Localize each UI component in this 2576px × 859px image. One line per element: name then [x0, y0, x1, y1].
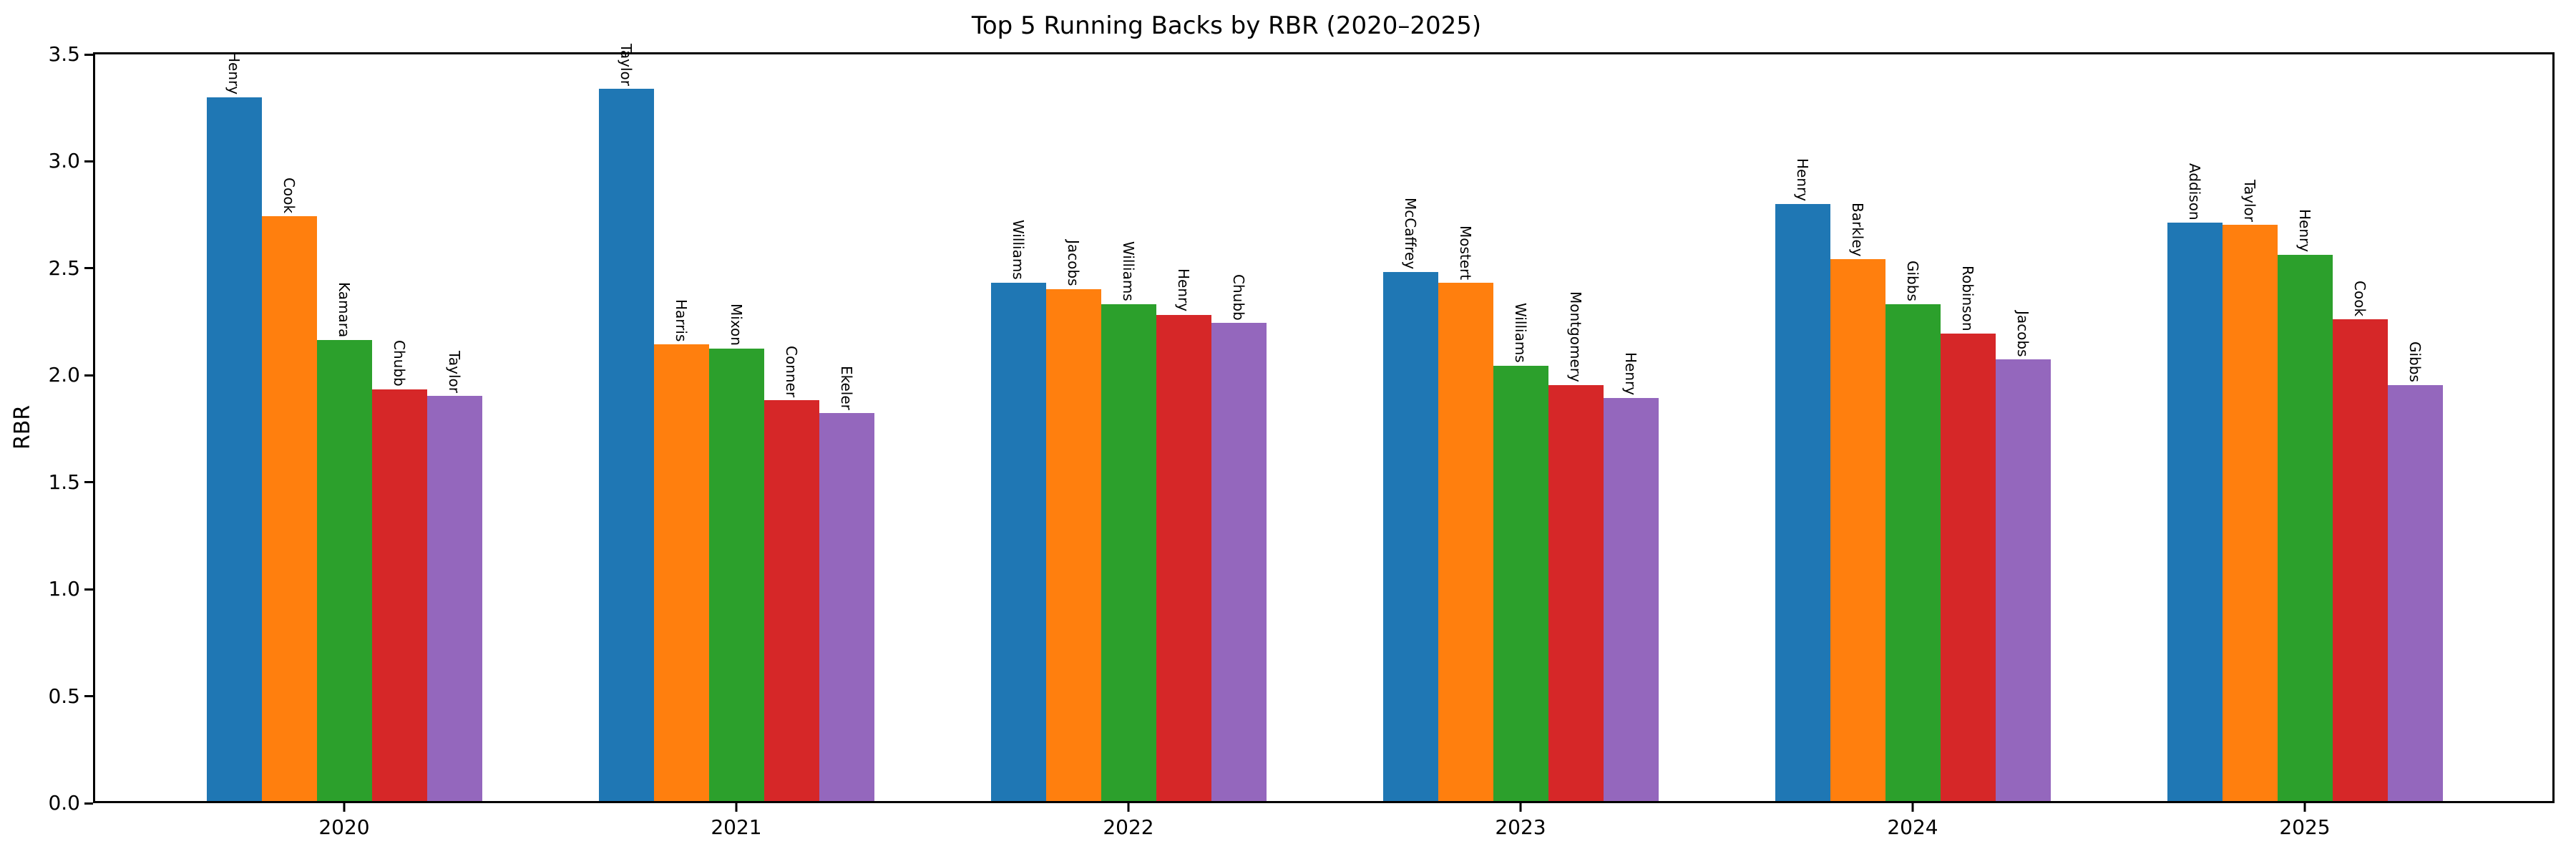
bar-2021-taylor	[598, 88, 654, 801]
bar-value-label: Cook	[280, 178, 298, 214]
bar-value-label: Taylor	[2241, 180, 2258, 223]
x-tick-label-2023: 2023	[1495, 815, 1546, 839]
bar-2022-chubb	[1211, 323, 1267, 801]
bar-2023-williams	[1493, 366, 1548, 801]
y-axis-label: RBR	[10, 404, 35, 450]
bar-value-label: Henry	[2296, 209, 2313, 253]
x-tick-mark	[2303, 803, 2306, 812]
bar-value-label: Williams	[1512, 303, 1529, 364]
bar-2024-jacobs	[1995, 359, 2051, 801]
bar-2023-montgomery	[1548, 384, 1604, 801]
y-tick-label: 0.0	[48, 791, 80, 815]
bar-2021-conner	[763, 399, 819, 801]
bar-2021-harris	[653, 344, 709, 801]
bar-value-label: Jacobs	[2014, 310, 2031, 357]
bar-value-label: Gibbs	[2406, 341, 2424, 382]
bar-value-label: Chubb	[391, 340, 408, 387]
bar-2022-henry	[1156, 314, 1211, 801]
bar-value-label: Addison	[2186, 162, 2203, 220]
bar-2022-williams	[990, 282, 1046, 801]
bar-2024-robinson	[1940, 334, 1996, 801]
x-tick-label-2021: 2021	[711, 815, 762, 839]
bar-2025-taylor	[2222, 225, 2278, 801]
bar-value-label: Mostert	[1457, 225, 1474, 280]
y-tick-mark	[84, 160, 93, 162]
y-tick-mark	[84, 695, 93, 698]
bar-value-label: Cook	[2351, 280, 2368, 316]
x-tick-mark	[1519, 803, 1522, 812]
bar-2024-barkley	[1830, 259, 1885, 801]
y-tick-mark	[84, 374, 93, 377]
bar-value-label: Robinson	[1959, 265, 1976, 331]
y-tick-label: 0.5	[48, 684, 80, 708]
bar-2023-mostert	[1438, 282, 1493, 801]
bar-value-label: Kamara	[336, 282, 353, 338]
y-tick-label: 2.5	[48, 256, 80, 280]
bar-2023-henry	[1603, 397, 1659, 801]
bar-value-label: Gibbs	[1904, 260, 1921, 301]
bar-value-label: McCaffrey	[1402, 197, 1419, 269]
bar-2024-gibbs	[1885, 304, 1941, 801]
bar-2022-williams	[1101, 304, 1156, 801]
bar-2024-henry	[1775, 203, 1830, 801]
y-tick-mark	[84, 53, 93, 56]
bar-value-label: Taylor	[618, 43, 635, 86]
x-tick-mark	[735, 803, 738, 812]
y-tick-mark	[84, 802, 93, 805]
bar-2021-mixon	[708, 349, 764, 801]
bar-value-label: Conner	[783, 345, 800, 397]
y-tick-label: 1.5	[48, 470, 80, 494]
y-tick-label: 3.5	[48, 42, 80, 66]
x-tick-label-2025: 2025	[2279, 815, 2331, 839]
x-tick-label-2022: 2022	[1103, 815, 1154, 839]
x-tick-label-2024: 2024	[1887, 815, 1938, 839]
bar-2025-henry	[2277, 255, 2333, 801]
bar-2023-mccaffrey	[1382, 271, 1438, 801]
bar-2022-jacobs	[1045, 288, 1101, 801]
x-tick-label-2020: 2020	[318, 815, 370, 839]
bar-2020-taylor	[426, 395, 482, 801]
bar-2021-ekeler	[819, 412, 874, 801]
x-tick-mark	[343, 803, 346, 812]
bar-value-label: Montgomery	[1567, 291, 1584, 382]
bar-value-label: Mixon	[728, 304, 745, 346]
bar-value-label: Williams	[1010, 220, 1027, 280]
y-tick-mark	[84, 267, 93, 270]
bar-2020-henry	[206, 97, 262, 801]
x-tick-mark	[1911, 803, 1914, 812]
y-tick-label: 2.0	[48, 363, 80, 387]
bar-2025-gibbs	[2387, 384, 2443, 801]
bar-value-label: Ekeler	[838, 365, 855, 410]
plot-area: Henry Cook Kamara Chubb Taylor Taylor Harris Mi…	[93, 44, 2555, 803]
y-tick-label: 3.0	[48, 149, 80, 173]
bar-value-label: Barkley	[1849, 202, 1866, 257]
bar-value-label: Henry	[225, 51, 243, 94]
bar-value-label: Williams	[1120, 241, 1137, 301]
y-tick-mark	[84, 588, 93, 591]
bar-2025-addison	[2167, 223, 2223, 801]
bar-2020-kamara	[316, 340, 372, 801]
bar-value-label: Henry	[1175, 268, 1192, 312]
bar-2025-cook	[2332, 319, 2388, 801]
bar-2020-chubb	[371, 389, 427, 801]
bar-value-label: Chubb	[1230, 273, 1247, 321]
bar-value-label: Henry	[1622, 351, 1639, 395]
y-tick-mark	[84, 481, 93, 484]
bar-value-label: Taylor	[446, 350, 463, 393]
y-tick-label: 1.0	[48, 577, 80, 601]
bar-2020-cook	[261, 216, 317, 801]
bar-value-label: Jacobs	[1065, 240, 1082, 286]
x-tick-mark	[1127, 803, 1130, 812]
chart-title: Top 5 Running Backs by RBR (2020–2025)	[971, 11, 1482, 40]
bar-value-label: Harris	[673, 299, 690, 342]
bars-container: Henry Cook Kamara Chubb Taylor Taylor Harris Mi…	[95, 44, 2552, 801]
bar-value-label: Henry	[1794, 157, 1811, 201]
